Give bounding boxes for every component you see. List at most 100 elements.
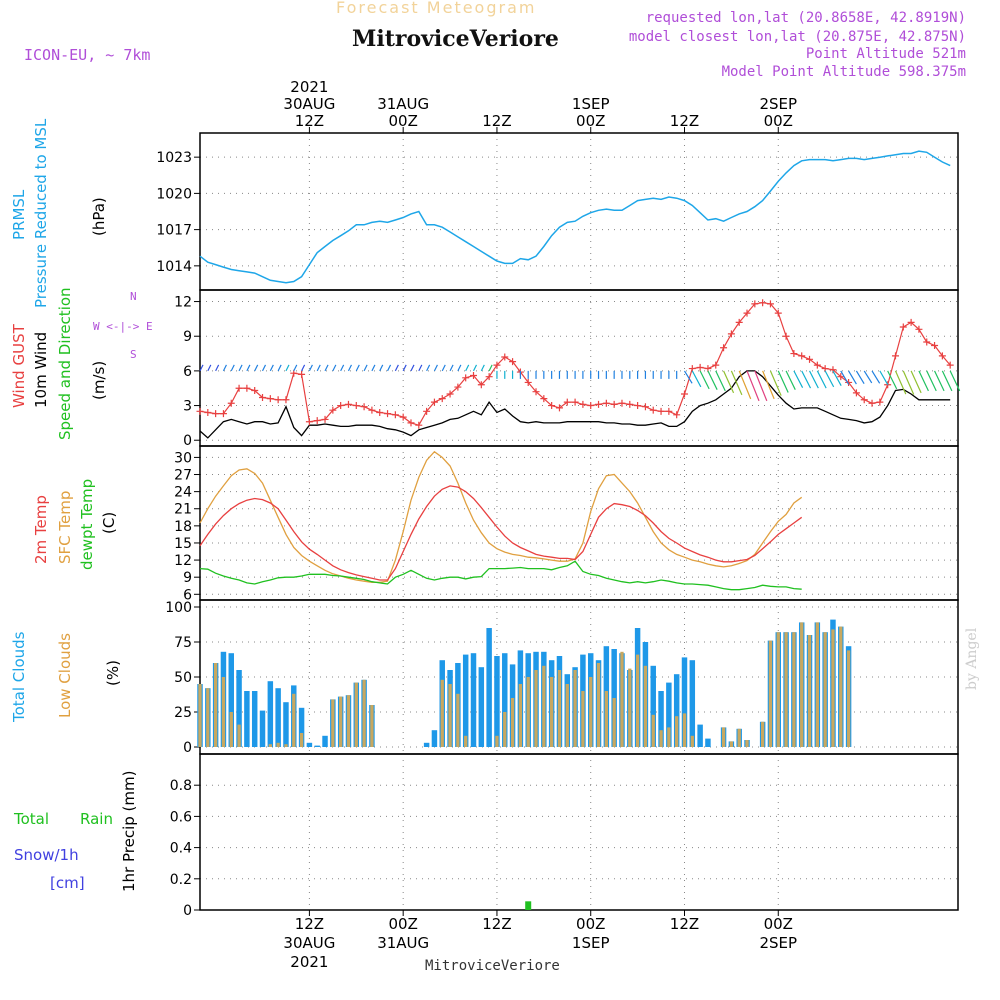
low-cloud-bar [276,742,280,747]
bottom-date-label: 30AUG [283,934,335,952]
gust-marker [790,350,798,358]
wind-arrow [941,370,953,392]
y-tick-label: 75 [174,635,192,651]
wind-arrow [449,364,454,372]
total-cloud-bar [494,656,500,747]
y-tick-label: 0 [183,903,192,919]
requested-coords: requested lon,lat (20.8658E, 42.8919N) [645,10,966,26]
gust-marker [743,309,751,317]
total-cloud-bar [650,665,656,747]
top-date-label: 2SEP [759,95,797,113]
wind-arrow [426,364,431,372]
low-cloud-bar [440,679,444,747]
gust-marker [798,352,806,360]
wind-arrow [324,364,329,372]
low-cloud-bar [503,712,507,747]
low-cloud-bar [675,716,679,747]
gust-marker [352,402,360,410]
low-cloud-bar [229,712,233,747]
low-cloud-bar [604,691,608,747]
low-cloud-bar [510,698,515,747]
gust-marker [649,406,657,414]
gust-marker [266,395,274,403]
gust-marker [837,373,845,381]
gust-marker [899,323,907,331]
wind-arrow [723,370,735,394]
low-cloud-bar [550,677,554,747]
gust-marker [227,399,235,407]
gust-marker [540,395,548,403]
gust-marker [212,410,220,418]
gust-marker [782,332,790,340]
low-cloud-bar [589,677,593,747]
gust-marker [868,399,876,407]
total-cloud-bar [267,681,274,747]
wind-arrow [480,364,485,372]
total-cloud-bar [431,730,438,747]
low-cloud-bar [354,682,358,747]
low-cloud-bar [581,691,585,747]
wind-arrow [738,370,752,400]
wind-arrow [340,364,345,372]
wind-arrow [691,370,702,388]
wind-arrow [410,364,415,372]
y-tick-label: 0.4 [170,841,192,857]
wind-arrow [308,364,313,372]
total-cloud-bar [666,682,672,747]
bottom-hour-label: 00Z [388,915,417,933]
low-cloud-bar [760,721,765,747]
total-cloud-bar [681,657,688,747]
low-cloud-bar [651,714,655,747]
low-cloud-bar [268,744,272,747]
wind-arrow [269,364,274,372]
wind-arrow [394,364,399,372]
wind-arrow [926,370,937,392]
sfc-temp-line [199,450,803,583]
bottom-hour-label: 12Z [295,915,324,933]
gust-marker [501,353,509,361]
total-cloud-bar [298,707,305,747]
low-cloud-bar [831,629,835,747]
low-cloud-bar [729,741,734,747]
wind-arrow [918,370,929,392]
wind-arrow [801,370,812,389]
total-cloud-bar [697,724,703,747]
bottom-hour-label: 12Z [482,915,511,933]
low-cloud-bar [542,665,546,747]
panel-frame-wind [199,289,959,447]
gust-marker [462,374,470,382]
gust-marker [219,410,227,418]
gust-marker [235,384,243,392]
gust-marker [446,390,454,398]
gust-marker [610,400,618,408]
wind-arrow [793,370,804,388]
top-date-label: 30AUG [283,95,335,113]
low-cloud-bar [464,735,468,747]
total-cloud-bar [689,660,696,747]
y-tick-label: 1023 [156,150,192,166]
panel-frame-precip [199,753,959,911]
low-cloud-bar [807,635,812,747]
gust-marker [657,407,665,415]
wind-arrow [457,364,462,372]
y-tick-label: 21 [174,502,192,518]
wind-arrow [808,370,819,389]
wind-arrow [730,370,743,396]
gust-marker [845,378,853,386]
wind-arrow [746,370,760,402]
low-cloud-bar [776,632,780,747]
low-cloud-bar [198,684,202,747]
gust-marker [759,299,767,307]
y-tick-label: 24 [174,485,192,501]
gust-marker [423,407,431,415]
gust-marker [430,398,438,406]
total-cloud-bar [502,653,508,747]
wind-arrow [246,364,251,372]
gust-marker [196,407,204,415]
faded-title: Forecast Meteogram [336,0,537,17]
bottom-hour-label: 12Z [670,915,699,933]
gust-marker [923,338,931,346]
low-cloud-bar [213,663,218,747]
low-cloud-bar [456,693,460,747]
